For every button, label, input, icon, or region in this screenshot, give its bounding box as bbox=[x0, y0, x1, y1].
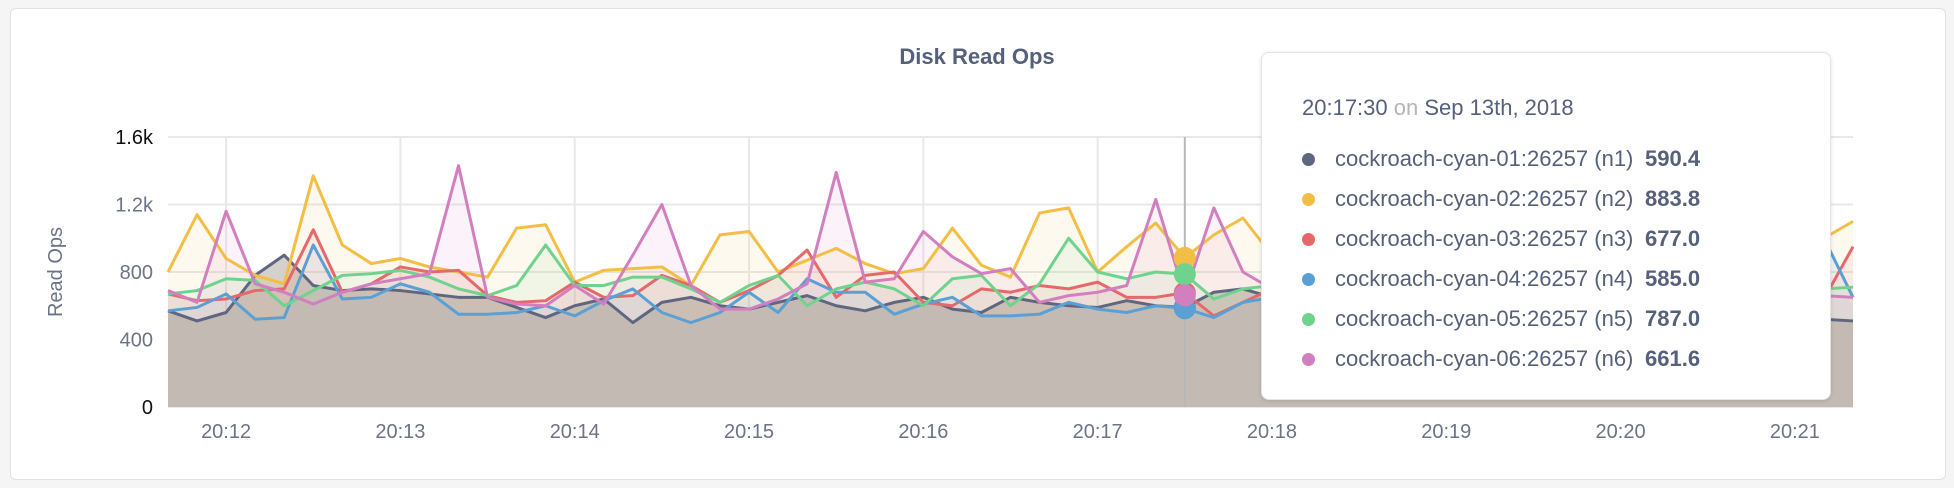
tooltip-series-name: cockroach-cyan-04:26257 (n4) bbox=[1335, 266, 1634, 291]
tooltip-date: Sep 13th, 2018 bbox=[1424, 95, 1574, 120]
x-tick-label: 20:13 bbox=[375, 421, 425, 443]
chart-title: Disk Read Ops bbox=[899, 44, 1055, 69]
hover-tooltip: 20:17:30 on Sep 13th, 2018 cockroach-cya… bbox=[1261, 52, 1831, 400]
tooltip-series-value: 787.0 bbox=[1645, 306, 1701, 331]
y-tick-label: 800 bbox=[120, 262, 153, 284]
series-color-dot-icon bbox=[1302, 312, 1315, 326]
tooltip-series-value: 590.4 bbox=[1645, 146, 1701, 171]
x-tick-label: 20:15 bbox=[724, 421, 774, 443]
tooltip-row: cockroach-cyan-06:26257 (n6) 661.6 bbox=[1302, 339, 1830, 379]
hover-dot-n6 bbox=[1173, 284, 1196, 307]
tooltip-series-name: cockroach-cyan-05:26257 (n5) bbox=[1335, 306, 1634, 331]
tooltip-row: cockroach-cyan-02:26257 (n2) 883.8 bbox=[1302, 179, 1830, 219]
x-tick-label: 20:16 bbox=[898, 421, 948, 443]
hover-dot-n5 bbox=[1173, 263, 1196, 286]
tooltip-series-name: cockroach-cyan-03:26257 (n3) bbox=[1335, 226, 1634, 251]
hover-dot-n2 bbox=[1173, 246, 1196, 269]
tooltip-row: cockroach-cyan-03:26257 (n3) 677.0 bbox=[1302, 219, 1830, 259]
y-axis-label: Read Ops bbox=[45, 227, 67, 317]
tooltip-series-value: 883.8 bbox=[1645, 186, 1701, 211]
series-color-dot-icon bbox=[1302, 152, 1315, 166]
x-tick-label: 20:19 bbox=[1421, 421, 1471, 443]
tooltip-time: 20:17:30 bbox=[1302, 95, 1388, 120]
y-tick-label: 400 bbox=[120, 330, 153, 352]
tooltip-series-value: 585.0 bbox=[1645, 266, 1701, 291]
x-tick-label: 20:18 bbox=[1247, 421, 1297, 443]
tooltip-series-name: cockroach-cyan-06:26257 (n6) bbox=[1335, 346, 1634, 371]
tooltip-series-value: 661.6 bbox=[1645, 346, 1701, 371]
tooltip-header: 20:17:30 on Sep 13th, 2018 bbox=[1302, 95, 1830, 121]
series-color-dot-icon bbox=[1302, 272, 1315, 286]
series-color-dot-icon bbox=[1302, 352, 1315, 366]
y-tick-label: 1.6k bbox=[115, 127, 154, 149]
x-tick-label: 20:20 bbox=[1596, 421, 1646, 443]
y-tick-label: 1.2k bbox=[115, 195, 154, 217]
tooltip-row: cockroach-cyan-05:26257 (n5) 787.0 bbox=[1302, 299, 1830, 339]
x-tick-label: 20:17 bbox=[1073, 421, 1123, 443]
x-tick-label: 20:21 bbox=[1770, 421, 1820, 443]
x-tick-label: 20:14 bbox=[550, 421, 600, 443]
tooltip-series-value: 677.0 bbox=[1645, 226, 1701, 251]
y-tick-label: 0 bbox=[142, 397, 153, 419]
tooltip-row: cockroach-cyan-04:26257 (n4) 585.0 bbox=[1302, 259, 1830, 299]
tooltip-on: on bbox=[1393, 95, 1419, 120]
tooltip-row: cockroach-cyan-01:26257 (n1) 590.4 bbox=[1302, 139, 1830, 179]
x-tick-label: 20:12 bbox=[201, 421, 251, 443]
series-color-dot-icon bbox=[1302, 232, 1315, 246]
tooltip-series-name: cockroach-cyan-02:26257 (n2) bbox=[1335, 186, 1634, 211]
series-color-dot-icon bbox=[1302, 192, 1315, 206]
tooltip-series-name: cockroach-cyan-01:26257 (n1) bbox=[1335, 146, 1634, 171]
